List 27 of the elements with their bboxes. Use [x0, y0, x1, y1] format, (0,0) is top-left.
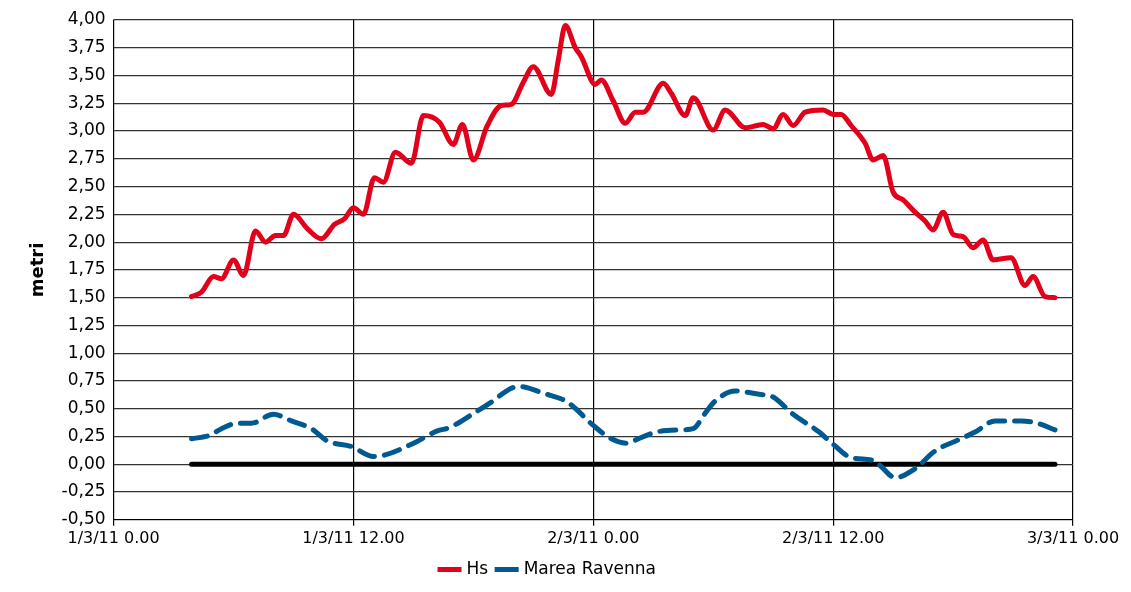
- y-tick-label: 3,75: [67, 36, 106, 57]
- y-tick-label: 3,50: [67, 63, 106, 84]
- x-tick-label: 1/3/11 0.00: [67, 527, 160, 547]
- y-tick-label: -0,50: [61, 508, 106, 529]
- x-tick-label: 2/3/11 0.00: [547, 527, 640, 547]
- legend-label: Marea Ravenna: [523, 557, 656, 578]
- y-tick-label: 2,00: [67, 230, 106, 251]
- y-tick-label: 0,50: [67, 397, 106, 418]
- y-tick-label: 2,25: [67, 202, 106, 223]
- y-tick-label: 0,25: [67, 424, 106, 445]
- x-tick-label: 3/3/11 0.00: [1026, 527, 1120, 547]
- y-tick-label: 0,00: [67, 452, 106, 473]
- legend-label: Hs: [466, 557, 489, 578]
- x-tick-label: 2/3/11 12.00: [781, 527, 885, 547]
- y-tick-label: 0,75: [67, 369, 106, 390]
- y-tick-label: 3,25: [67, 91, 106, 112]
- y-axis-title: metri: [26, 242, 48, 298]
- y-tick-label: 2,75: [67, 147, 106, 168]
- y-tick-label: 1,50: [67, 286, 106, 307]
- y-tick-label: 1,25: [67, 313, 106, 334]
- y-tick-label: 3,00: [67, 119, 106, 140]
- x-tick-label: 1/3/11 12.00: [302, 527, 405, 547]
- y-tick-label: -0,25: [61, 480, 106, 501]
- y-tick-label: 4,00: [67, 8, 106, 29]
- y-tick-label: 2,50: [67, 175, 106, 196]
- y-tick-label: 1,75: [67, 258, 106, 279]
- y-tick-label: 1,00: [67, 341, 106, 362]
